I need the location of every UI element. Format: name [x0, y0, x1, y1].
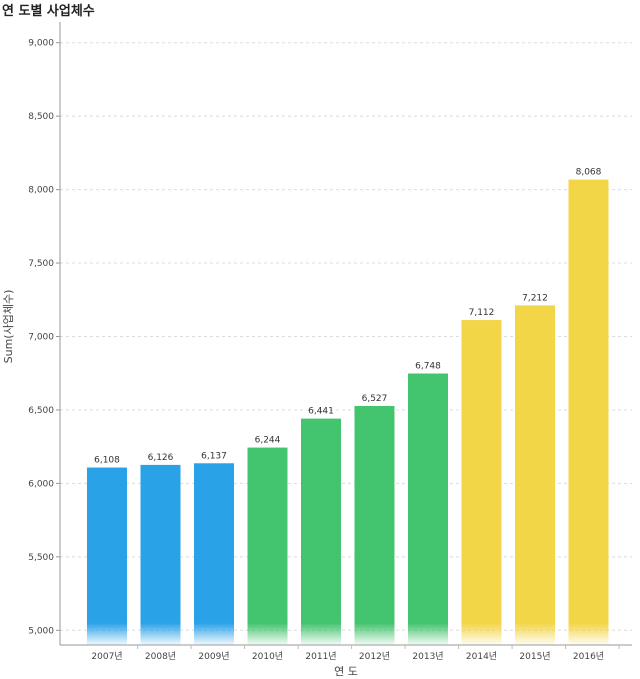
data-label: 6,527 [362, 394, 388, 404]
bar-2015년 [515, 305, 555, 645]
y-axis-title: Sum(사업체수) [2, 290, 15, 364]
data-label: 6,126 [148, 453, 174, 463]
y-tick-label: 8,500 [28, 112, 54, 122]
bar-2012년 [354, 405, 395, 645]
x-tick-label: 2011년 [305, 651, 336, 662]
bar-2008년 [140, 464, 181, 645]
x-tick-label: 2007년 [91, 651, 122, 662]
y-tick-label: 6,000 [28, 479, 54, 489]
x-tick-label: 2016년 [573, 651, 604, 662]
bar-2016년 [568, 179, 609, 645]
data-label: 7,212 [522, 293, 548, 303]
y-tick-label: 5,500 [28, 553, 54, 563]
y-tick-label: 8,000 [28, 186, 54, 196]
x-tick-label: 2014년 [466, 651, 497, 662]
y-tick-label: 6,500 [28, 406, 54, 416]
y-axis: 5,000 5,500 6,000 6,500 7,000 7,500 8,000 8,500… [28, 22, 61, 645]
data-label: 8,068 [576, 168, 602, 178]
bar-2009년 [194, 463, 234, 645]
bar-2011년 [301, 418, 341, 645]
y-tick-label: 9,000 [28, 39, 54, 49]
data-label: 6,748 [415, 362, 441, 372]
x-tick-label: 2009년 [198, 651, 229, 662]
data-label: 6,244 [255, 436, 281, 446]
y-tick-label: 5,000 [28, 626, 54, 636]
bar-2010년 [247, 447, 288, 645]
chart-title: 연 도별 사업체수 [2, 4, 95, 19]
y-tick-label: 7,000 [28, 333, 54, 343]
bars [87, 179, 609, 645]
x-tick-label: 2008년 [145, 651, 176, 662]
y-tick-label: 7,500 [28, 259, 54, 269]
x-tick-label: 2012년 [359, 651, 390, 662]
data-label: 6,441 [308, 407, 334, 417]
data-label: 6,108 [94, 456, 120, 466]
x-tick-label: 2015년 [519, 651, 550, 662]
x-axis-title: 연 도 [334, 665, 358, 678]
data-label: 6,137 [201, 451, 227, 461]
x-tick-label: 2010년 [252, 651, 283, 662]
bar-2013년 [408, 373, 448, 645]
bar-2014년 [461, 320, 502, 645]
data-labels: 6,108 6,126 6,137 6,244 6,441 6,527 6,748 7,112… [94, 168, 602, 466]
data-label: 7,112 [469, 308, 495, 318]
bar-2007년 [87, 467, 127, 645]
x-tick-label: 2013년 [412, 651, 443, 662]
x-axis: 2007년 2008년 2009년 2010년 2011년 2012년 2013년 2014년… [60, 644, 632, 662]
